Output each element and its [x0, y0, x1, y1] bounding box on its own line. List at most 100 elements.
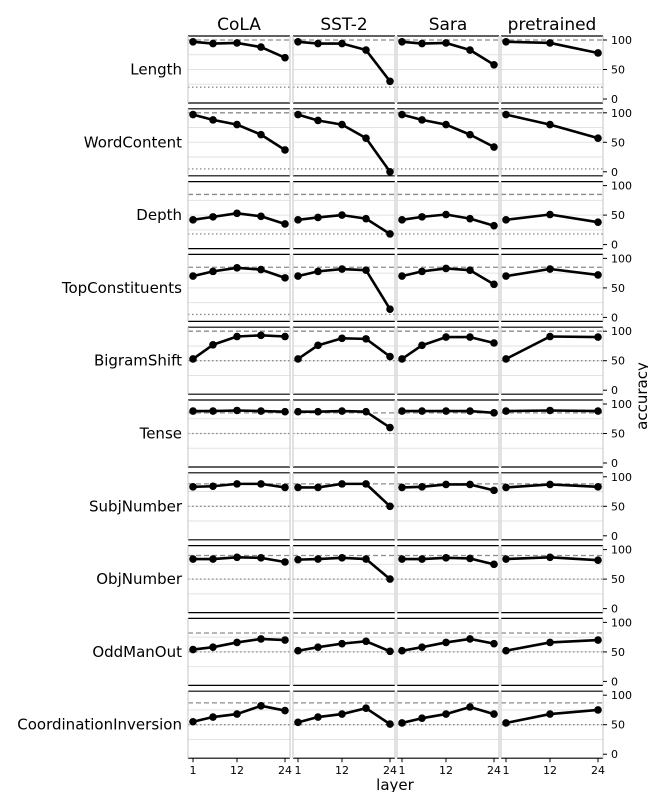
column-title: Sara	[429, 15, 468, 35]
data-point	[418, 267, 426, 276]
data-point	[257, 407, 265, 415]
data-point	[546, 332, 554, 341]
panel	[187, 253, 291, 322]
data-point	[362, 46, 370, 54]
panel	[187, 617, 291, 687]
data-point	[209, 39, 217, 48]
data-point	[490, 486, 498, 495]
data-point	[502, 646, 510, 655]
data-point	[294, 483, 302, 492]
data-point	[314, 341, 322, 350]
y-tick-label: 0	[611, 384, 618, 397]
panel	[187, 181, 291, 250]
y-tick-label: 50	[611, 282, 625, 295]
data-point	[466, 480, 474, 489]
data-point	[490, 280, 498, 289]
data-point	[594, 49, 602, 57]
data-point	[546, 406, 554, 415]
panel	[292, 108, 396, 177]
data-point	[398, 483, 406, 492]
column-titles: CoLA SST-2 Sara pretrained	[217, 15, 596, 35]
data-point	[398, 216, 406, 224]
y-tick-label: 100	[611, 252, 632, 265]
data-point	[257, 43, 265, 51]
panel	[292, 253, 396, 322]
y-tick-label: 0	[611, 239, 618, 252]
row-label: ObjNumber	[96, 570, 183, 588]
data-point	[386, 352, 394, 361]
data-point	[209, 116, 217, 124]
data-point	[442, 210, 450, 219]
bottom-x-axes: 1 12 24 1 12 24 1 12 24 1 12 24	[190, 758, 605, 777]
panel	[292, 690, 396, 759]
data-point	[281, 706, 289, 715]
data-point	[257, 212, 265, 221]
data-point	[442, 554, 450, 562]
y-tick-label: 50	[611, 355, 625, 368]
y-tick-label: 100	[611, 471, 632, 484]
y-tick-label: 0	[611, 311, 618, 324]
data-point	[314, 267, 322, 276]
row-label: Depth	[136, 206, 182, 224]
data-point	[209, 555, 217, 563]
series-line	[297, 40, 392, 83]
data-point	[314, 555, 322, 563]
data-point	[362, 480, 370, 488]
panel	[500, 544, 604, 614]
data-point	[294, 407, 302, 416]
data-point	[398, 110, 406, 119]
data-point	[442, 638, 450, 647]
data-point	[546, 120, 554, 129]
data-point	[233, 209, 241, 218]
y-tick-label: 50	[611, 136, 625, 149]
data-point	[338, 554, 346, 562]
data-point	[466, 130, 474, 139]
row-label: OddManOut	[92, 643, 182, 661]
data-point	[314, 116, 322, 125]
data-point	[281, 220, 289, 228]
data-point	[502, 37, 510, 46]
data-point	[386, 168, 394, 176]
panel	[292, 472, 396, 541]
row-label: Tense	[139, 425, 182, 443]
data-point	[189, 645, 197, 654]
panel	[396, 472, 500, 541]
data-point	[362, 407, 370, 416]
data-point	[314, 483, 322, 492]
data-point	[490, 710, 498, 718]
data-point	[594, 706, 602, 714]
panel	[292, 544, 396, 614]
data-point	[466, 333, 474, 341]
data-point	[546, 210, 554, 219]
data-point	[398, 272, 406, 280]
panel	[396, 35, 500, 104]
y-tick-label: 0	[611, 603, 618, 616]
data-point	[466, 703, 474, 711]
data-point	[490, 409, 498, 417]
data-point	[314, 643, 322, 651]
data-point	[257, 554, 265, 562]
panel	[396, 399, 500, 468]
data-point	[257, 635, 265, 643]
data-point	[490, 339, 498, 347]
data-point	[442, 264, 450, 273]
data-point	[294, 646, 302, 655]
data-point	[209, 713, 217, 721]
y-tick-label: 100	[611, 325, 632, 338]
panel	[500, 108, 604, 177]
row-label: SubjNumber	[89, 497, 183, 515]
panel	[396, 253, 500, 322]
data-point	[386, 720, 394, 728]
y-tick-label: 0	[611, 166, 618, 179]
x-tick-label: 1	[399, 764, 406, 777]
data-point	[189, 407, 197, 415]
y-tick-label: 100	[611, 180, 632, 193]
y-tick-label: 50	[611, 646, 625, 659]
row-label: Length	[130, 61, 182, 79]
x-tick-label: 24	[278, 764, 292, 777]
data-point	[257, 331, 265, 340]
data-point	[546, 710, 554, 718]
data-point	[314, 713, 322, 721]
data-point	[398, 355, 406, 363]
